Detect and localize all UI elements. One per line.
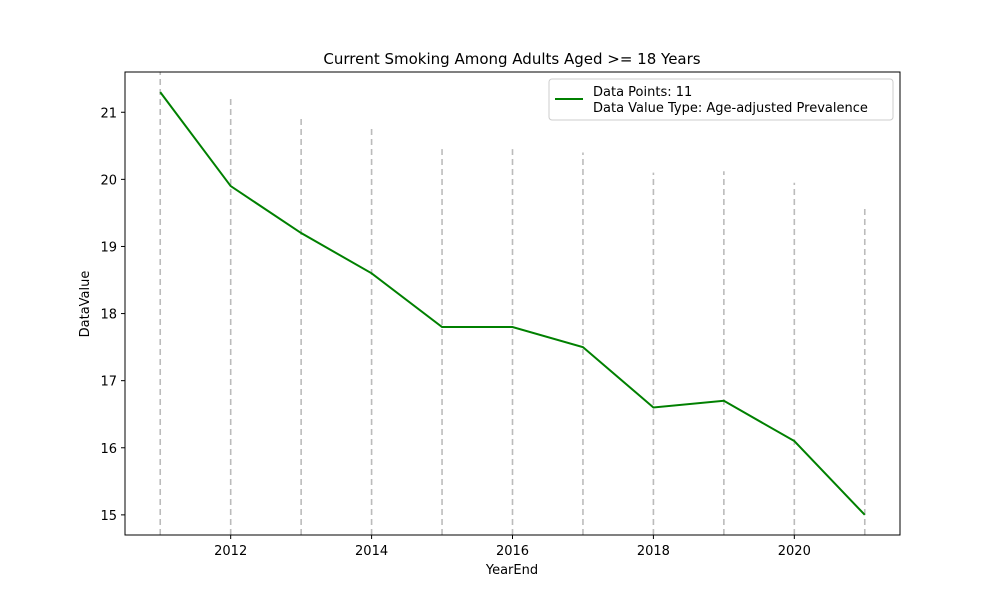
series-line-0	[159, 91, 866, 516]
chart-title: Current Smoking Among Adults Aged >= 18 …	[323, 50, 700, 68]
x-tick-label-2020: 2020	[778, 544, 811, 559]
y-tick-label-19: 19	[100, 240, 117, 255]
x-tick-label-2012: 2012	[214, 544, 247, 559]
x-tick-label-2018: 2018	[637, 544, 670, 559]
x-tick-label-2016: 2016	[496, 544, 529, 559]
y-tick-label-20: 20	[100, 173, 117, 188]
x-axis-label: YearEnd	[485, 563, 538, 578]
x-tick-label-2014: 2014	[355, 544, 388, 559]
legend-entry-data-points: Data Points: 11	[593, 85, 692, 100]
legend-entry-data-value-type: Data Value Type: Age-adjusted Prevalence	[593, 101, 868, 116]
y-tick-label-21: 21	[100, 106, 117, 121]
y-tick-label-18: 18	[100, 308, 117, 323]
legend: Data Points: 11 Data Value Type: Age-adj…	[548, 78, 894, 121]
y-axis: 15 16 17 18 19 20 21	[100, 106, 125, 524]
y-tick-label-17: 17	[100, 375, 117, 390]
error-bar-layer	[159, 72, 866, 535]
x-axis: 2012 2014 2016 2018 2020	[214, 535, 811, 559]
series-layer	[159, 91, 866, 516]
y-tick-label-16: 16	[100, 442, 117, 457]
legend-box	[548, 78, 894, 121]
y-tick-label-15: 15	[100, 509, 117, 524]
y-axis-label: DataValue	[78, 271, 93, 338]
